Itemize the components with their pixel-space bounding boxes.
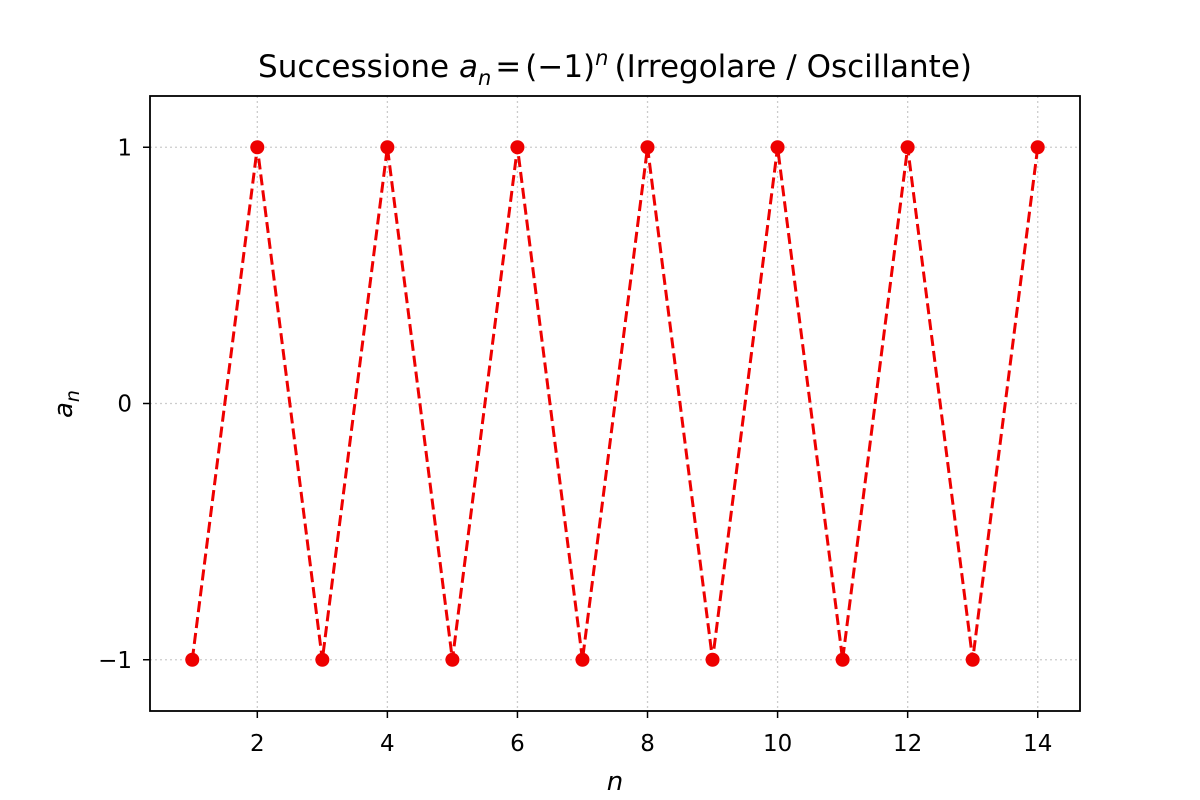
data-point — [185, 652, 200, 667]
y-tick-label: −1 — [98, 648, 132, 674]
chart-title: Successione an = (−1)n (Irregolare / Oscill… — [258, 46, 972, 90]
data-point — [965, 652, 980, 667]
x-tick-label: 6 — [510, 731, 525, 757]
data-point — [640, 140, 655, 155]
data-point — [250, 140, 265, 155]
ticks-layer: 2 4 6 8 10 12 14 −1 0 1 — [98, 135, 1052, 757]
x-tick-label: 14 — [1023, 731, 1052, 757]
data-point — [835, 652, 850, 667]
x-axis-label: n — [607, 767, 623, 797]
x-tick-label: 10 — [763, 731, 792, 757]
data-point — [445, 652, 460, 667]
x-tick-label: 8 — [640, 731, 655, 757]
x-tick-label: 12 — [893, 731, 922, 757]
x-tick-label: 2 — [250, 731, 265, 757]
data-point — [900, 140, 915, 155]
x-tick-label: 4 — [380, 731, 395, 757]
data-point — [510, 140, 525, 155]
series-layer — [185, 140, 1045, 667]
data-point — [575, 652, 590, 667]
y-tick-label: 0 — [117, 392, 132, 418]
grid-layer — [150, 96, 1080, 711]
y-axis-label: an — [49, 390, 84, 418]
data-point — [380, 140, 395, 155]
data-point — [705, 652, 720, 667]
data-point — [770, 140, 785, 155]
y-tick-label: 1 — [117, 135, 132, 161]
data-point — [315, 652, 330, 667]
data-point — [1030, 140, 1045, 155]
